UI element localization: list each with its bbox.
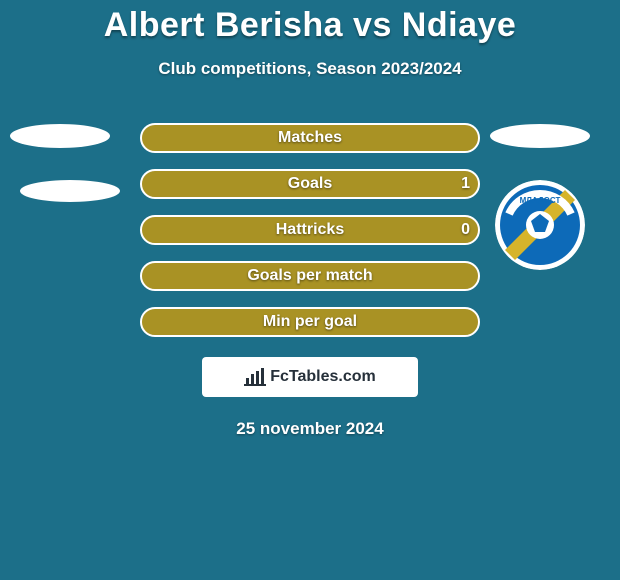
stat-row: Goals 1 [0,161,620,207]
stat-row: Min per goal [0,299,620,345]
branding-badge: FcTables.com [202,357,418,397]
stat-bar: Goals [140,169,480,199]
stat-bar: Goals per match [140,261,480,291]
stat-row: Matches [0,115,620,161]
comparison-card: Albert Berisha vs Ndiaye Club competitio… [0,0,620,580]
stat-bar: Min per goal [140,307,480,337]
date-text: 25 november 2024 [0,419,620,439]
branding-text: FcTables.com [270,368,376,386]
page-title: Albert Berisha vs Ndiaye [0,0,620,45]
stat-row: Hattricks 0 [0,207,620,253]
stat-label: Goals per match [247,267,372,285]
stat-label: Min per goal [263,313,357,331]
stat-bar: Matches [140,123,480,153]
stat-label: Goals [288,175,332,193]
page-subtitle: Club competitions, Season 2023/2024 [0,59,620,79]
stat-row: Goals per match [0,253,620,299]
stat-label: Hattricks [276,221,344,239]
stat-value-right: 1 [461,169,470,199]
stat-value-right: 0 [461,215,470,245]
bar-chart-icon [244,368,266,386]
stat-rows: Matches Goals 1 Hattricks 0 Goals per match Mi… [0,115,620,345]
stat-label: Matches [278,129,342,147]
stat-bar: Hattricks [140,215,480,245]
